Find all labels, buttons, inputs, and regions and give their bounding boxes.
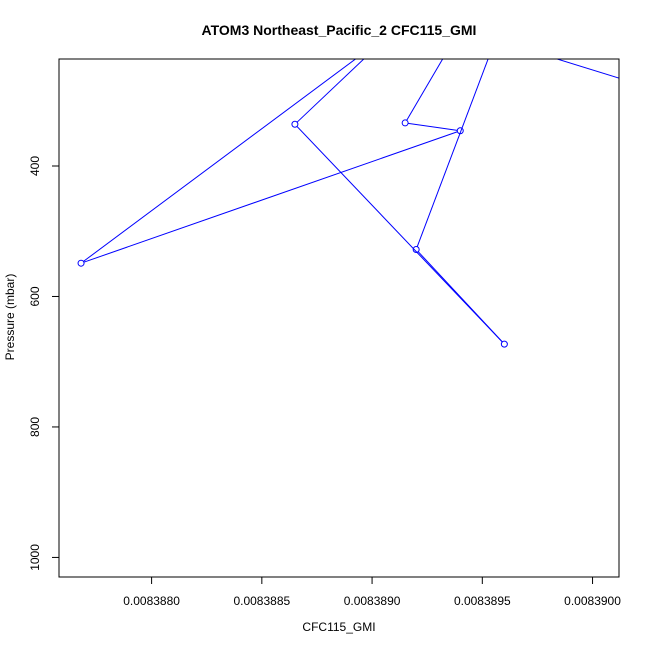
data-point bbox=[456, 127, 464, 135]
series-segment bbox=[296, 59, 365, 123]
y-tick-label: 800 bbox=[28, 417, 42, 437]
chart-title: ATOM3 Northeast_Pacific_2 CFC115_GMI bbox=[202, 22, 477, 38]
x-tick-label: 0.0083900 bbox=[564, 594, 621, 608]
series-layer bbox=[77, 10, 650, 348]
series-segment bbox=[551, 14, 650, 189]
x-tick-label: 0.0083885 bbox=[233, 594, 290, 608]
y-axis-label: Pressure (mbar) bbox=[3, 274, 17, 361]
plot-frame bbox=[58, 58, 620, 578]
x-tick-label: 0.0083895 bbox=[454, 594, 511, 608]
series-segment bbox=[408, 122, 458, 131]
y-tick-label: 1000 bbox=[28, 544, 42, 571]
series-segment bbox=[555, 59, 619, 79]
data-point bbox=[412, 245, 420, 253]
x-axis: 0.0083880 0.0083885 0.0083890 0.0083895 0.00… bbox=[123, 577, 621, 608]
data-point bbox=[545, 10, 551, 16]
series-segment bbox=[296, 126, 503, 343]
data-point bbox=[291, 120, 299, 128]
data-point bbox=[401, 119, 409, 127]
series-segment bbox=[416, 59, 489, 247]
series-segment bbox=[83, 59, 357, 262]
data-point bbox=[501, 13, 507, 19]
x-tick-label: 0.0083880 bbox=[123, 594, 180, 608]
y-tick-label: 600 bbox=[28, 286, 42, 306]
x-tick-label: 0.0083890 bbox=[344, 594, 401, 608]
y-axis: 400 600 800 1000 bbox=[28, 156, 59, 571]
y-tick-label: 400 bbox=[28, 156, 42, 176]
data-point bbox=[77, 259, 85, 267]
series-segment bbox=[406, 59, 444, 121]
data-point bbox=[500, 340, 508, 348]
series-segment bbox=[83, 131, 458, 263]
x-axis-label: CFC115_GMI bbox=[302, 620, 375, 634]
